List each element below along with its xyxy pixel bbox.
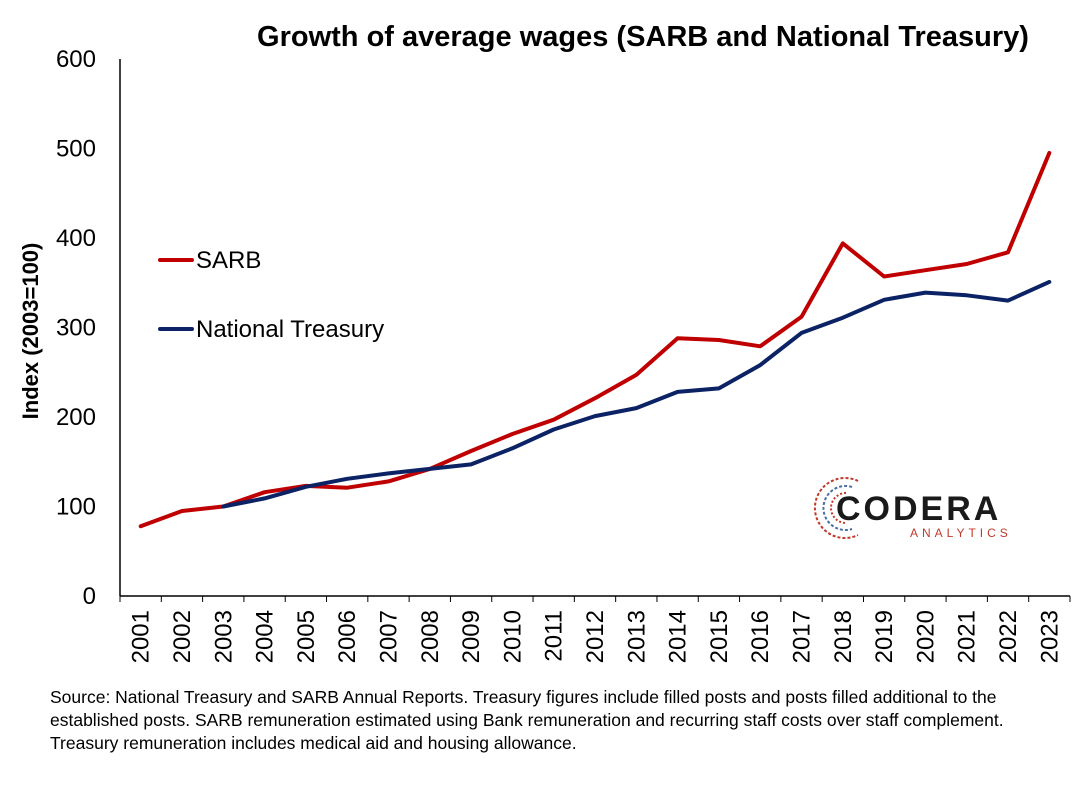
chart-title: Growth of average wages (SARB and Nation… <box>257 21 1029 53</box>
y-tick-label: 500 <box>56 136 96 163</box>
x-tick-label: 2006 <box>334 610 361 663</box>
x-tick-label: 2004 <box>252 610 279 663</box>
x-tick-label: 2011 <box>541 610 568 662</box>
x-tick-label: 2005 <box>293 610 320 663</box>
codera-logo: CODERA ANALYTICS <box>814 477 1012 540</box>
codera-logo-mark-icon <box>814 477 859 539</box>
x-tick-label: 2020 <box>912 610 939 663</box>
y-tick-label: 100 <box>56 494 96 521</box>
x-tick-label: 2021 <box>954 610 981 663</box>
x-tick-label: 2019 <box>871 610 898 663</box>
source-note: Source: National Treasury and SARB Annua… <box>50 687 1004 753</box>
x-tick-label: 2008 <box>417 610 444 663</box>
logo-name: CODERA <box>836 490 1001 528</box>
axes <box>119 59 1070 597</box>
x-tick-label: 2012 <box>582 610 609 663</box>
legend: SARB National Treasury <box>158 247 384 343</box>
x-tick-label: 2017 <box>789 610 816 663</box>
logo-subtitle: ANALYTICS <box>910 526 1012 540</box>
y-tick-label: 0 <box>83 583 96 610</box>
x-tick-label: 2003 <box>210 610 237 663</box>
x-tick-label: 2001 <box>128 610 155 663</box>
x-tick-label: 2023 <box>1036 610 1063 663</box>
y-tick-label: 400 <box>56 225 96 252</box>
x-tick-label: 2015 <box>706 610 733 663</box>
legend-label: National Treasury <box>196 316 384 343</box>
y-axis-ticks: 0 100 200 300 400 500 600 <box>56 46 96 610</box>
x-tick-label: 2016 <box>747 610 774 663</box>
x-tick-label: 2018 <box>830 610 857 663</box>
series-lines <box>138 151 1052 529</box>
x-tick-label: 2022 <box>995 610 1022 663</box>
y-tick-label: 300 <box>56 315 96 342</box>
x-tick-label: 2002 <box>169 610 196 663</box>
x-axis-ticks: 2001 2002 2003 2004 2005 2006 2007 2008 2009 2010… <box>119 596 1071 663</box>
x-tick-label: 2007 <box>375 610 402 663</box>
series-line-national-treasury <box>221 279 1052 509</box>
series-line-sarb <box>138 151 1052 529</box>
x-tick-label: 2010 <box>499 610 526 663</box>
x-tick-label: 2013 <box>623 610 650 663</box>
y-axis-label: Index (2003=100) <box>18 243 43 420</box>
x-tick-label: 2009 <box>458 610 485 663</box>
legend-label: SARB <box>196 247 261 274</box>
y-tick-label: 200 <box>56 404 96 431</box>
x-tick-label: 2014 <box>665 610 692 663</box>
y-tick-label: 600 <box>56 46 96 73</box>
